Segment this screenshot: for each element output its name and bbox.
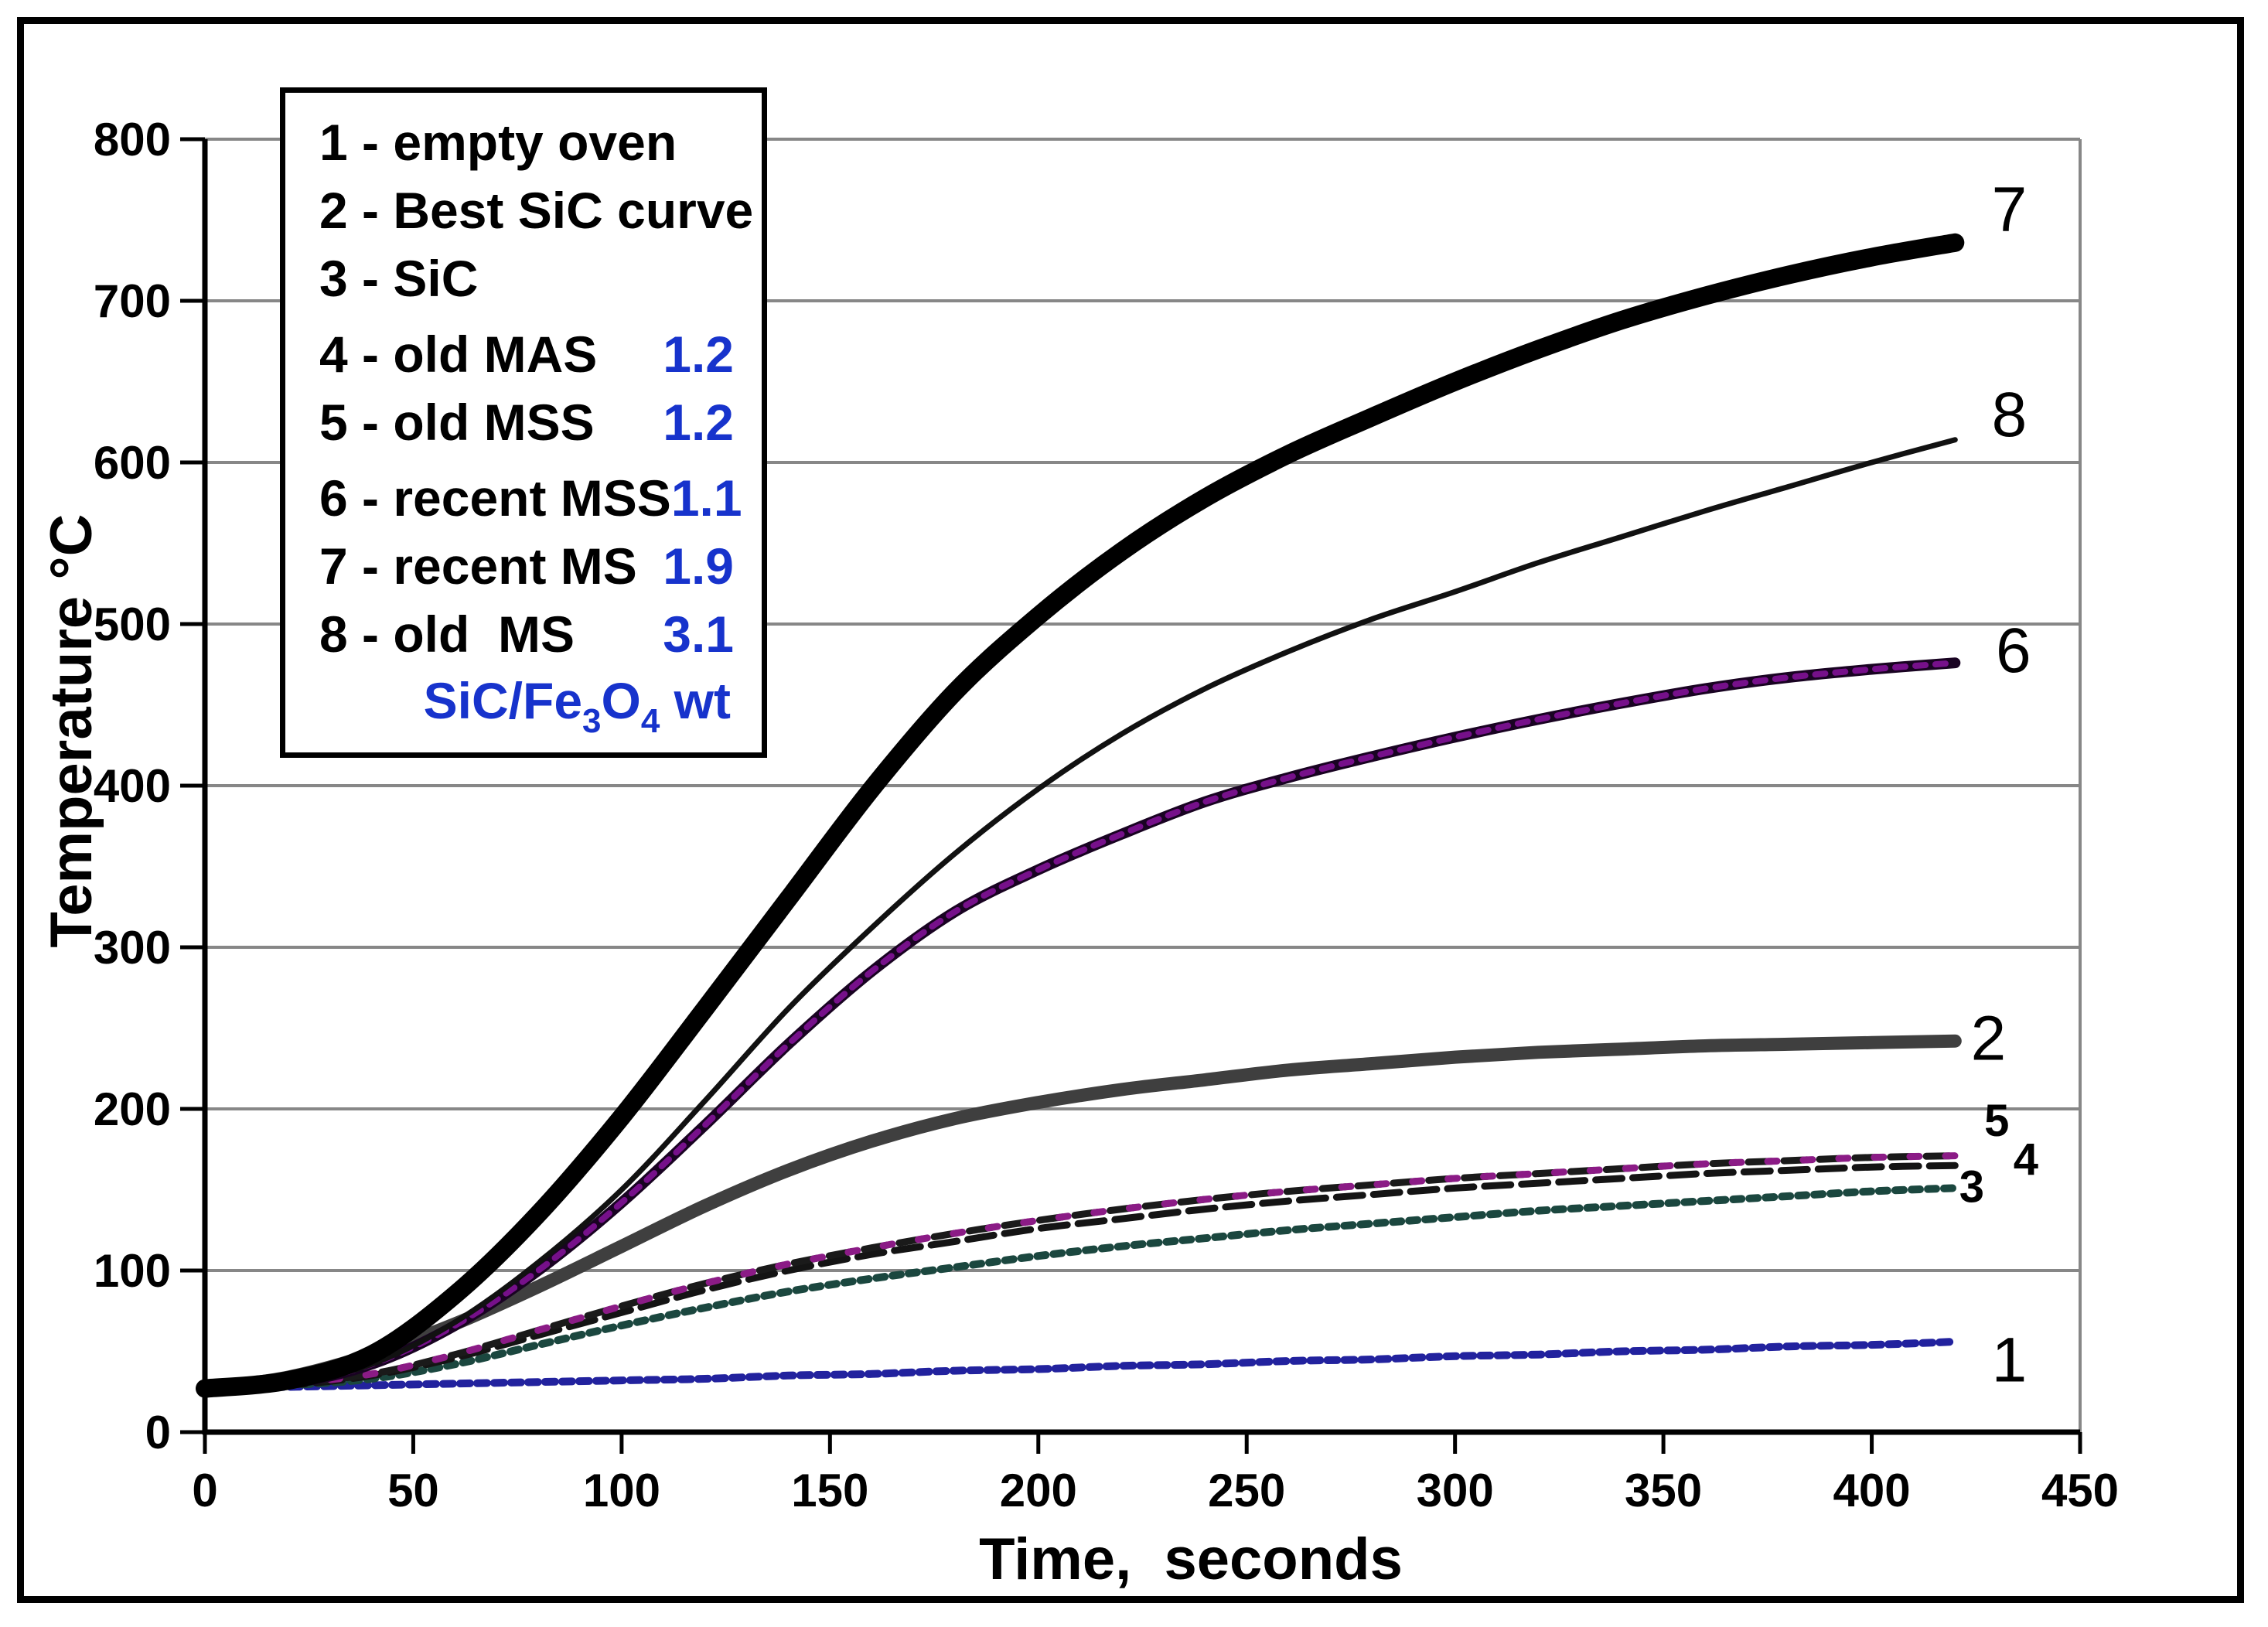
curve-label-layer: 1 345 2 6 8 7 <box>1959 175 2038 1396</box>
curve-label-6: 6 <box>1996 616 2031 686</box>
formula-pre: SiC/Fe <box>423 672 583 729</box>
curve-label-5: 5 <box>1984 1096 2009 1146</box>
x-tick-label: 100 <box>583 1465 660 1516</box>
x-axis-title: Time, seconds <box>979 1526 1403 1592</box>
legend-label: 4 - old MAS <box>319 326 598 383</box>
legend-label: 6 - recent MSS <box>319 469 671 527</box>
curve-8 <box>202 437 1958 1392</box>
y-tick-label: 200 <box>94 1083 171 1135</box>
curve-label-7: 7 <box>1992 175 2028 245</box>
x-tick-label: 300 <box>1417 1465 1494 1516</box>
axis-layer: 0 100 200 300 400 500 600 700 800 0 50 100 150 200 250… <box>94 114 2119 1516</box>
legend-row: 1 - empty oven <box>285 108 762 176</box>
legend-label: 1 - empty oven <box>319 114 677 171</box>
y-tick-label: 800 <box>94 114 171 165</box>
legend-formula: SiC/Fe3O4 wt <box>285 671 762 741</box>
legend-value: 1.2 <box>663 326 734 383</box>
formula-sub4: 4 <box>640 702 660 740</box>
legend-label: 3 - SiC <box>319 250 479 307</box>
curve-4 <box>201 1161 1959 1393</box>
legend-value: 1.1 <box>670 469 742 527</box>
legend-row: 6 - recent MSS 1.1 <box>285 464 762 532</box>
y-tick-label: 0 <box>145 1407 171 1458</box>
legend-label: 8 - old MS <box>319 605 575 663</box>
y-tick-label: 300 <box>94 922 171 974</box>
formula-mid: O <box>601 672 641 729</box>
legend-rows: 1 - empty oven 2 - Best SiC curve 3 - SiC 4… <box>285 108 762 668</box>
curve-6-overlay <box>202 660 1959 1392</box>
x-tick-label: 450 <box>2041 1465 2119 1516</box>
legend-box: 1 - empty oven 2 - Best SiC curve 3 - SiC 4… <box>280 87 767 758</box>
x-tick-label: 250 <box>1208 1465 1285 1516</box>
curve-label-3: 3 <box>1959 1162 1984 1213</box>
legend-label: 5 - old MSS <box>319 394 595 451</box>
y-tick-label: 500 <box>94 599 171 650</box>
legend-row: 3 - SiC <box>285 244 762 312</box>
legend-value: 1.2 <box>663 394 734 451</box>
x-tick-label: 50 <box>387 1465 439 1516</box>
legend-row: 2 - Best SiC curve <box>285 176 762 244</box>
curve-layer <box>196 233 1965 1398</box>
x-tick-label: 200 <box>1000 1465 1077 1516</box>
y-axis-title: Temperature °C <box>39 513 104 947</box>
legend-value: 1.9 <box>663 537 734 595</box>
curve-7 <box>196 233 1965 1398</box>
legend-row: 7 - recent MS 1.9 <box>285 532 762 600</box>
curve-label-4: 4 <box>2014 1134 2038 1185</box>
legend-label: 2 - Best SiC curve <box>319 182 754 239</box>
legend-row: 8 - old MS 3.1 <box>285 600 762 668</box>
x-tick-label: 350 <box>1625 1465 1702 1516</box>
y-tick-label: 600 <box>94 437 171 489</box>
x-tick-label: 400 <box>1833 1465 1911 1516</box>
legend-value: 3.1 <box>663 605 734 663</box>
formula-post: wt <box>660 672 731 729</box>
y-tick-label: 400 <box>94 760 171 812</box>
curve-1 <box>201 1338 1959 1393</box>
curve-label-2: 2 <box>1971 1004 2007 1074</box>
legend-row: 5 - old MSS 1.2 <box>285 388 762 456</box>
x-tick-label: 0 <box>192 1465 217 1516</box>
curve-5-overlay <box>201 1152 1959 1393</box>
formula-sub3: 3 <box>582 702 602 740</box>
curve-label-8: 8 <box>1992 380 2028 450</box>
curve-label-1: 1 <box>1992 1325 2028 1396</box>
y-tick-label: 100 <box>94 1245 171 1297</box>
curve-3 <box>201 1184 1959 1393</box>
legend-label: 7 - recent MS <box>319 537 637 595</box>
legend-row: 4 - old MAS 1.2 <box>285 320 762 388</box>
x-tick-label: 150 <box>791 1465 868 1516</box>
y-tick-label: 700 <box>94 275 171 327</box>
